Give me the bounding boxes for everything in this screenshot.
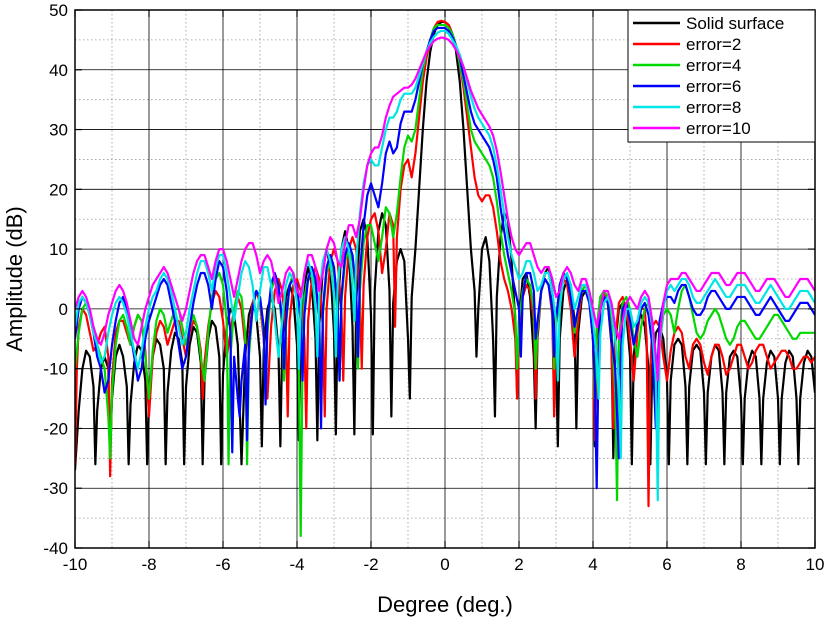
x-tick-label: 10 xyxy=(806,555,825,574)
plot-series xyxy=(75,19,815,538)
y-tick-label: -20 xyxy=(43,419,68,438)
y-axis-title: Amplitude (dB) xyxy=(2,206,27,352)
legend-label: error=10 xyxy=(686,119,751,138)
x-tick-label: 4 xyxy=(588,555,597,574)
series-line-5 xyxy=(75,36,815,382)
series-line-4 xyxy=(75,29,815,502)
legend-label: error=8 xyxy=(686,98,741,117)
legend-label: error=6 xyxy=(686,77,741,96)
legend-box xyxy=(627,9,816,143)
y-tick-label: 40 xyxy=(49,61,68,80)
legend: Solid surface error=2 error=4 error=6 error=… xyxy=(627,9,816,143)
x-tick-label: -6 xyxy=(215,555,230,574)
y-tick-label: 0 xyxy=(59,300,68,319)
x-tick-label: 8 xyxy=(736,555,745,574)
y-tick-label: -40 xyxy=(43,539,68,558)
legend-label: Solid surface xyxy=(686,14,784,33)
series-line-2 xyxy=(75,23,815,538)
y-tick-label: 10 xyxy=(49,240,68,259)
legend-label: error=4 xyxy=(686,56,741,75)
y-tick-label: 30 xyxy=(49,121,68,140)
y-tick-label: -30 xyxy=(43,479,68,498)
x-tick-label: 2 xyxy=(514,555,523,574)
x-tick-label: 6 xyxy=(662,555,671,574)
y-tick-label: 50 xyxy=(49,1,68,20)
x-axis-title: Degree (deg.) xyxy=(377,592,513,617)
x-tick-label: -8 xyxy=(141,555,156,574)
legend-label: error=2 xyxy=(686,35,741,54)
y-tick-label: -10 xyxy=(43,360,68,379)
tick-labels: -10 -8 -6 -4 -2 0 2 4 6 8 10-40-30-20-100102030405… xyxy=(43,1,824,574)
x-tick-label: -10 xyxy=(63,555,88,574)
x-tick-label: -2 xyxy=(363,555,378,574)
series-line-3 xyxy=(75,26,815,490)
x-tick-label: -4 xyxy=(289,555,304,574)
x-tick-label: 0 xyxy=(440,555,449,574)
y-tick-label: 20 xyxy=(49,180,68,199)
